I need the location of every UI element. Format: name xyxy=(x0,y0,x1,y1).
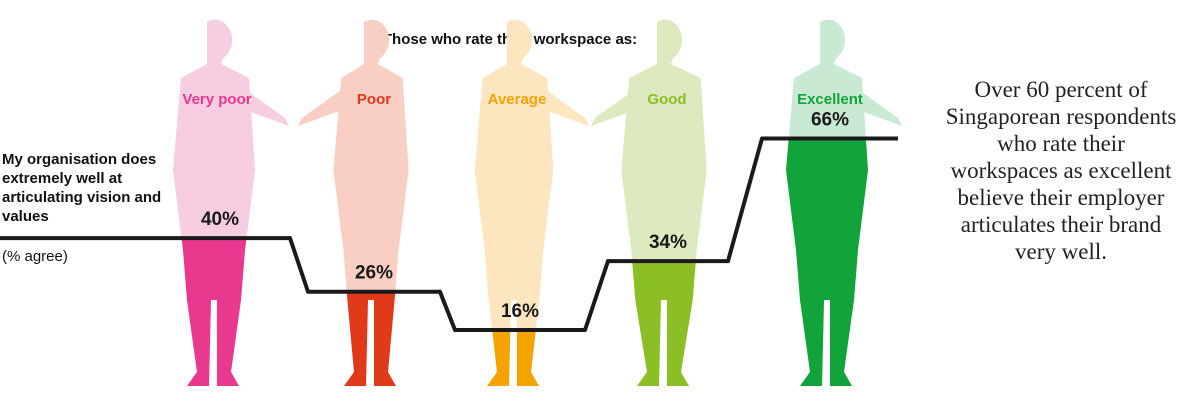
value-label: 34% xyxy=(649,232,687,253)
category-label: Very poor xyxy=(182,91,251,108)
category-label: Excellent xyxy=(797,91,863,108)
bar xyxy=(632,261,696,386)
bar xyxy=(181,238,247,386)
unit-label: (% agree) xyxy=(2,248,68,265)
bar xyxy=(487,330,539,386)
category-label: Poor xyxy=(357,91,391,108)
y-label: My organisation does extremely well at a… xyxy=(2,151,162,225)
category-label: Good xyxy=(647,91,686,108)
figure-arm xyxy=(539,85,589,126)
bar xyxy=(344,291,396,386)
step-connector xyxy=(438,289,457,333)
value-label: 40% xyxy=(201,209,239,230)
category-label: Average xyxy=(488,91,547,108)
value-label: 26% xyxy=(355,263,393,284)
annotation: Over 60 percent of Singaporean responden… xyxy=(945,77,1177,264)
figure-silhouette xyxy=(333,19,409,386)
step-connector xyxy=(726,136,764,264)
figure-silhouette xyxy=(474,19,554,386)
figure-silhouette xyxy=(173,19,255,386)
figure-arm xyxy=(239,85,289,126)
step-connector xyxy=(288,236,310,294)
figure-arm xyxy=(852,85,902,126)
value-label: 66% xyxy=(811,110,849,131)
step-connector xyxy=(583,259,610,333)
figure-arm xyxy=(298,85,348,126)
figure-silhouette xyxy=(621,19,707,386)
value-label: 16% xyxy=(501,301,539,322)
bar xyxy=(786,138,868,386)
